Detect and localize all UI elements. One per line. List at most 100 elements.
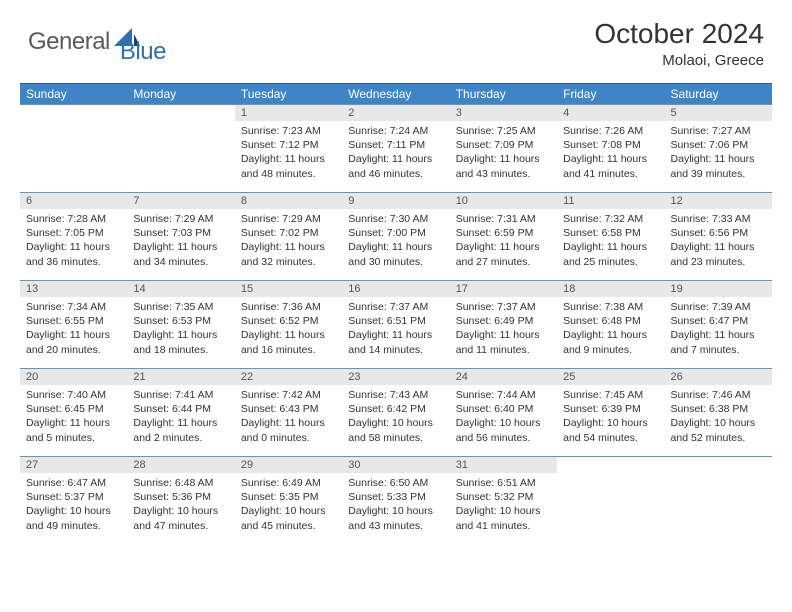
calendar-day-cell: 15Sunrise: 7:36 AMSunset: 6:52 PMDayligh… (235, 281, 342, 369)
weekday-header-row: Sunday Monday Tuesday Wednesday Thursday… (20, 84, 772, 105)
day-data: Sunrise: 7:24 AMSunset: 7:11 PMDaylight:… (342, 121, 449, 185)
day-data: Sunrise: 7:31 AMSunset: 6:59 PMDaylight:… (450, 209, 557, 273)
day-data-line: Sunrise: 7:37 AM (348, 300, 443, 314)
calendar-day-cell: 23Sunrise: 7:43 AMSunset: 6:42 PMDayligh… (342, 369, 449, 457)
day-data-line: Sunrise: 7:44 AM (456, 388, 551, 402)
day-data: Sunrise: 6:49 AMSunset: 5:35 PMDaylight:… (235, 473, 342, 537)
day-data-line: and 23 minutes. (671, 255, 766, 269)
day-number: 29 (235, 457, 342, 473)
day-data-line: and 30 minutes. (348, 255, 443, 269)
day-data-line: Sunrise: 7:33 AM (671, 212, 766, 226)
day-data-line: Sunrise: 7:34 AM (26, 300, 121, 314)
day-data-line: Sunset: 6:55 PM (26, 314, 121, 328)
day-data-line: and 54 minutes. (563, 431, 658, 445)
day-data: Sunrise: 7:42 AMSunset: 6:43 PMDaylight:… (235, 385, 342, 449)
day-data-line: Daylight: 10 hours (671, 416, 766, 430)
day-data-line: Daylight: 11 hours (348, 152, 443, 166)
day-data-line: Sunset: 6:48 PM (563, 314, 658, 328)
day-data-line: Daylight: 10 hours (133, 504, 228, 518)
day-data-line: and 48 minutes. (241, 167, 336, 181)
day-data-line: Sunset: 6:42 PM (348, 402, 443, 416)
day-data-line: and 56 minutes. (456, 431, 551, 445)
brand-part1: General (28, 28, 110, 56)
day-number: 13 (20, 281, 127, 297)
day-data-line: Sunset: 6:56 PM (671, 226, 766, 240)
day-data-line: Daylight: 10 hours (26, 504, 121, 518)
location-label: Molaoi, Greece (594, 52, 764, 69)
day-data-line: Sunrise: 7:29 AM (133, 212, 228, 226)
day-data-line: and 14 minutes. (348, 343, 443, 357)
day-data-line: Daylight: 11 hours (26, 328, 121, 342)
calendar-day-cell: 4Sunrise: 7:26 AMSunset: 7:08 PMDaylight… (557, 105, 664, 193)
day-number: 2 (342, 105, 449, 121)
day-data-line: Sunrise: 6:48 AM (133, 476, 228, 490)
day-data-line: Daylight: 11 hours (241, 416, 336, 430)
day-data-line: Sunset: 7:08 PM (563, 138, 658, 152)
calendar-day-cell: .. (557, 457, 664, 545)
day-data-line: and 49 minutes. (26, 519, 121, 533)
day-number: 19 (665, 281, 772, 297)
day-data-line: Daylight: 11 hours (241, 152, 336, 166)
calendar-day-cell: 27Sunrise: 6:47 AMSunset: 5:37 PMDayligh… (20, 457, 127, 545)
day-data: Sunrise: 7:40 AMSunset: 6:45 PMDaylight:… (20, 385, 127, 449)
calendar-day-cell: 3Sunrise: 7:25 AMSunset: 7:09 PMDaylight… (450, 105, 557, 193)
day-data-line: and 20 minutes. (26, 343, 121, 357)
day-data-line: Daylight: 11 hours (241, 328, 336, 342)
day-number: 25 (557, 369, 664, 385)
calendar-week-row: 27Sunrise: 6:47 AMSunset: 5:37 PMDayligh… (20, 457, 772, 545)
day-data-line: Daylight: 10 hours (348, 504, 443, 518)
day-data-line: Daylight: 10 hours (241, 504, 336, 518)
day-data-line: Daylight: 11 hours (133, 240, 228, 254)
day-number: 26 (665, 369, 772, 385)
calendar-day-cell: 9Sunrise: 7:30 AMSunset: 7:00 PMDaylight… (342, 193, 449, 281)
day-data: Sunrise: 7:46 AMSunset: 6:38 PMDaylight:… (665, 385, 772, 449)
day-data-line: Sunset: 6:53 PM (133, 314, 228, 328)
day-data-line: Sunrise: 7:35 AM (133, 300, 228, 314)
day-data-line: Sunrise: 7:30 AM (348, 212, 443, 226)
day-data-line: Sunset: 7:09 PM (456, 138, 551, 152)
day-data: Sunrise: 7:33 AMSunset: 6:56 PMDaylight:… (665, 209, 772, 273)
day-data-line: and 34 minutes. (133, 255, 228, 269)
day-data-line: Sunrise: 7:43 AM (348, 388, 443, 402)
day-data-line: and 9 minutes. (563, 343, 658, 357)
calendar-day-cell: 1Sunrise: 7:23 AMSunset: 7:12 PMDaylight… (235, 105, 342, 193)
day-number: 3 (450, 105, 557, 121)
day-data: Sunrise: 7:29 AMSunset: 7:02 PMDaylight:… (235, 209, 342, 273)
day-data-line: Sunrise: 7:26 AM (563, 124, 658, 138)
calendar-day-cell: 24Sunrise: 7:44 AMSunset: 6:40 PMDayligh… (450, 369, 557, 457)
day-data: Sunrise: 7:26 AMSunset: 7:08 PMDaylight:… (557, 121, 664, 185)
day-number: 10 (450, 193, 557, 209)
day-data-line: Sunrise: 7:24 AM (348, 124, 443, 138)
day-data-line: Daylight: 11 hours (456, 240, 551, 254)
day-data: Sunrise: 7:38 AMSunset: 6:48 PMDaylight:… (557, 297, 664, 361)
calendar-day-cell: .. (20, 105, 127, 193)
calendar-week-row: 6Sunrise: 7:28 AMSunset: 7:05 PMDaylight… (20, 193, 772, 281)
day-data-line: Sunrise: 7:40 AM (26, 388, 121, 402)
day-data-line: Sunset: 7:02 PM (241, 226, 336, 240)
day-number: 1 (235, 105, 342, 121)
day-data-line: Daylight: 11 hours (133, 416, 228, 430)
day-data: Sunrise: 7:41 AMSunset: 6:44 PMDaylight:… (127, 385, 234, 449)
day-data-line: and 43 minutes. (348, 519, 443, 533)
day-data-line: and 43 minutes. (456, 167, 551, 181)
day-data-line: Daylight: 11 hours (241, 240, 336, 254)
day-data-line: and 27 minutes. (456, 255, 551, 269)
day-data-line: Daylight: 11 hours (563, 240, 658, 254)
calendar-day-cell: 22Sunrise: 7:42 AMSunset: 6:43 PMDayligh… (235, 369, 342, 457)
calendar-day-cell: 25Sunrise: 7:45 AMSunset: 6:39 PMDayligh… (557, 369, 664, 457)
day-number: 5 (665, 105, 772, 121)
day-data-line: and 47 minutes. (133, 519, 228, 533)
day-data-line: Daylight: 11 hours (26, 240, 121, 254)
day-data-line: Daylight: 11 hours (671, 328, 766, 342)
day-data-line: Sunset: 6:47 PM (671, 314, 766, 328)
day-data-line: Daylight: 11 hours (671, 240, 766, 254)
page-header: General Blue October 2024 Molaoi, Greece (0, 0, 792, 77)
calendar-day-cell: 16Sunrise: 7:37 AMSunset: 6:51 PMDayligh… (342, 281, 449, 369)
calendar-day-cell: 17Sunrise: 7:37 AMSunset: 6:49 PMDayligh… (450, 281, 557, 369)
day-data-line: Sunset: 7:00 PM (348, 226, 443, 240)
day-data-line: Daylight: 11 hours (348, 240, 443, 254)
day-data-line: and 46 minutes. (348, 167, 443, 181)
day-data-line: Sunset: 6:59 PM (456, 226, 551, 240)
weekday-header: Monday (127, 84, 234, 105)
day-data-line: Sunrise: 7:39 AM (671, 300, 766, 314)
